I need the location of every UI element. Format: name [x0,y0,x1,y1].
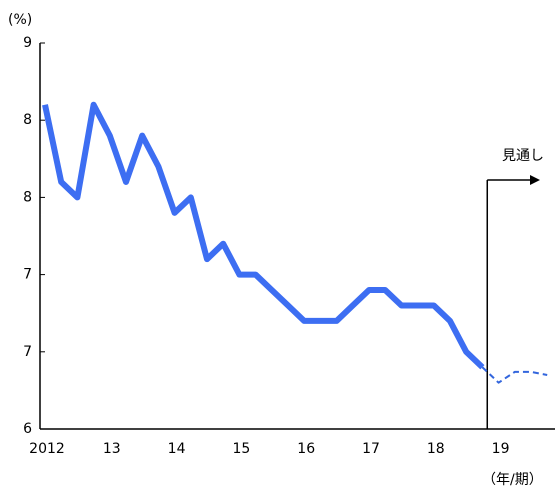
y-unit: (%) [8,12,32,28]
y-tick-label: 8 [23,112,32,128]
x-tick-label: 14 [168,441,186,457]
series-line [42,101,485,370]
x-tick-label: 15 [232,441,250,457]
x-tick-label: 18 [427,441,445,457]
y-tick-label: 8 [23,189,32,205]
series-line [481,366,548,384]
x-unit: （年/期） [482,472,543,488]
forecast-arrowhead [530,175,540,185]
y-tick-label: 6 [23,421,32,437]
x-tick-label: 17 [362,441,380,457]
x-tick-label: 2012 [29,441,65,457]
x-tick-label: 19 [492,441,510,457]
x-tick-label: 16 [297,441,315,457]
y-tick-label: 9 [23,35,32,51]
x-tick-label: 13 [103,441,121,457]
annotation: 見通し [502,148,544,164]
y-tick-label: 7 [23,267,32,283]
y-tick-label: 7 [23,344,32,360]
